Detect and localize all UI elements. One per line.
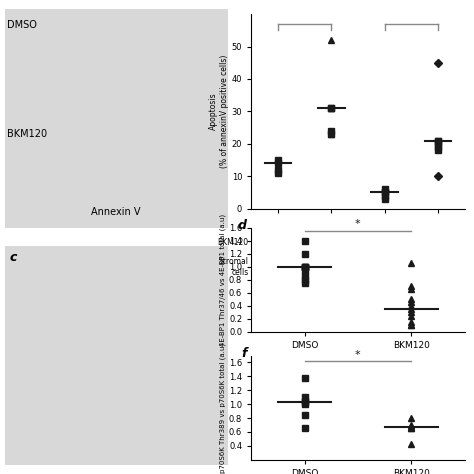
Text: +: +	[328, 238, 335, 246]
Text: *: *	[355, 350, 361, 360]
Y-axis label: 4E-BP1 Thr37/46 vs 4E-BP1 total (a.u): 4E-BP1 Thr37/46 vs 4E-BP1 total (a.u)	[219, 214, 226, 346]
Text: Annexin V: Annexin V	[91, 207, 141, 217]
Text: -: -	[383, 238, 386, 246]
Text: BKM120: BKM120	[7, 129, 47, 139]
Text: +: +	[381, 257, 388, 266]
Y-axis label: p70S6K Thr389 vs p70S6K total (a.u): p70S6K Thr389 vs p70S6K total (a.u)	[219, 343, 226, 473]
Text: DMSO: DMSO	[7, 20, 37, 30]
Text: -: -	[276, 238, 279, 246]
Text: Stromal
cells: Stromal cells	[219, 257, 248, 276]
Text: BKM120: BKM120	[218, 238, 248, 246]
Text: +: +	[434, 257, 441, 266]
Text: d: d	[238, 219, 247, 232]
Text: +: +	[434, 238, 441, 246]
Text: -: -	[330, 257, 333, 266]
Text: f: f	[241, 347, 247, 360]
Y-axis label: Apoptosis
(% of annexinV positive cells): Apoptosis (% of annexinV positive cells)	[210, 55, 229, 168]
Text: c: c	[9, 251, 17, 264]
Text: *: *	[355, 219, 361, 229]
Text: -: -	[276, 257, 279, 266]
